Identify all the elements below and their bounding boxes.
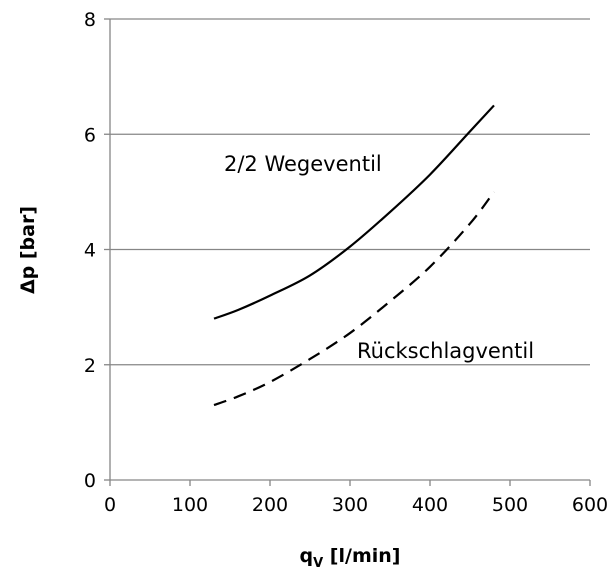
x-tick-label-100: 100 — [172, 494, 208, 516]
y-tick-label-4: 4 — [84, 240, 96, 262]
axis-layer: 0 2 4 6 8 0 100 200 300 400 500 600 — [84, 9, 608, 516]
series-label-wegeventil: 2/2 Wegeventil — [224, 152, 382, 176]
series-line-rueckschlagventil — [213, 191, 495, 407]
x-tick-label-400: 400 — [412, 494, 448, 516]
x-tick-label-0: 0 — [104, 494, 116, 516]
y-tick-label-8: 8 — [84, 9, 96, 31]
x-axis-title: qV [l/min] — [300, 545, 401, 571]
x-tick-label-200: 200 — [252, 494, 288, 516]
y-tick-label-6: 6 — [84, 124, 96, 146]
grid-layer — [110, 18, 590, 366]
series-layer — [213, 104, 495, 407]
series-label-rueckschlagventil: Rückschlagventil — [357, 339, 534, 363]
y-axis-title: Δp [bar] — [17, 206, 39, 294]
x-tick-label-600: 600 — [572, 494, 608, 516]
x-tick-label-500: 500 — [492, 494, 528, 516]
y-tick-label-2: 2 — [84, 355, 96, 377]
x-axis-title-symbol: q — [300, 545, 314, 567]
x-tick-label-300: 300 — [332, 494, 368, 516]
series-line-wegeventil — [213, 104, 495, 320]
x-axis-title-unit: [l/min] — [323, 545, 400, 567]
y-tick-label-0: 0 — [84, 470, 96, 492]
x-axis-title-subscript: V — [313, 556, 323, 571]
